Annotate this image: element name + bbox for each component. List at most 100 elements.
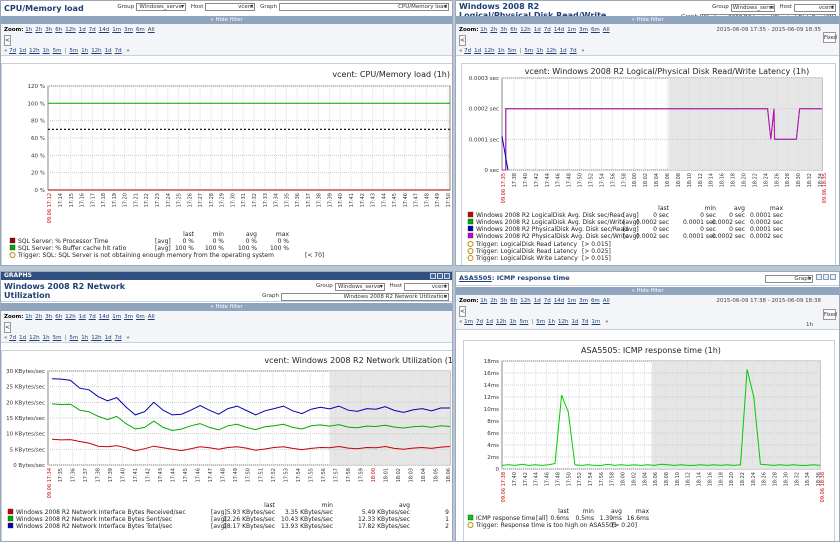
host-select[interactable]: vcent [404, 282, 449, 291]
nav-link[interactable]: 7d [114, 335, 122, 341]
group-select[interactable]: Windows_server [334, 282, 385, 291]
nav-prev-icon[interactable]: « [4, 335, 10, 341]
nav-link[interactable]: 7d [9, 335, 17, 341]
zoom-link[interactable]: 6h [55, 314, 63, 320]
nav-prev-icon[interactable]: « [4, 48, 10, 54]
nav-link[interactable]: 1d [474, 48, 482, 54]
nav-link[interactable]: 12h [91, 48, 102, 54]
zoom-link[interactable]: All [602, 27, 610, 33]
nav-link[interactable]: 1d [19, 335, 27, 341]
zoom-link[interactable]: 6h [510, 298, 518, 304]
nav-link[interactable]: 5m [52, 335, 62, 341]
hide-filter-button[interactable]: « Hide filter [456, 16, 839, 24]
zoom-link[interactable]: 3m [124, 314, 133, 320]
zoom-link[interactable]: 1m [567, 298, 577, 304]
scroll-left-button[interactable]: < [4, 322, 11, 333]
hide-filter-button[interactable]: « Hide filter [456, 287, 839, 295]
zoom-link[interactable]: 1d [533, 298, 541, 304]
fixed-toggle[interactable]: Fixed [823, 309, 837, 320]
zoom-link[interactable]: 2h [35, 27, 43, 33]
zoom-link[interactable]: All [602, 298, 610, 304]
nav-link[interactable]: 1d [559, 48, 567, 54]
zoom-link[interactable]: 6m [590, 298, 600, 304]
hide-filter-button[interactable]: « Hide filter [1, 303, 452, 311]
graph-select[interactable]: Graph [765, 274, 814, 283]
refresh-icon[interactable] [430, 273, 436, 279]
nav-link[interactable]: 1h [81, 335, 89, 341]
nav-link[interactable]: 12h [484, 48, 495, 54]
nav-link[interactable]: 5m [69, 48, 79, 54]
zoom-link[interactable]: 6m [135, 314, 145, 320]
zoom-link[interactable]: 2h [490, 27, 498, 33]
zoom-link[interactable]: All [147, 314, 155, 320]
nav-link[interactable]: 1d [19, 48, 27, 54]
close-icon[interactable] [444, 273, 450, 279]
nav-link[interactable]: 7d [569, 48, 577, 54]
zoom-link[interactable]: 2h [35, 314, 43, 320]
nav-link[interactable]: 7d [464, 48, 472, 54]
zoom-link[interactable]: All [147, 27, 155, 33]
zoom-link[interactable]: 1d [78, 314, 86, 320]
zoom-link[interactable]: 12h [520, 27, 531, 33]
zoom-link[interactable]: 1h [480, 298, 488, 304]
close-icon[interactable] [830, 274, 836, 280]
zoom-link[interactable]: 1d [78, 27, 86, 33]
zoom-link[interactable]: 14d [553, 298, 565, 304]
zoom-link[interactable]: 1d [533, 27, 541, 33]
zoom-link[interactable]: 7d [543, 27, 551, 33]
nav-link[interactable]: 5m [536, 319, 546, 325]
nav-link[interactable]: 1h [42, 48, 50, 54]
nav-link[interactable]: 1m [464, 319, 473, 325]
nav-link[interactable]: 12h [91, 335, 102, 341]
zoom-link[interactable]: 14d [553, 27, 565, 33]
zoom-link[interactable]: 14d [98, 27, 110, 33]
zoom-link[interactable]: 1h [25, 314, 33, 320]
fixed-toggle[interactable]: Fixed [823, 32, 837, 43]
zoom-link[interactable]: 14d [98, 314, 110, 320]
zoom-link[interactable]: 3h [500, 27, 508, 33]
hide-filter-button[interactable]: « Hide filter [1, 16, 452, 24]
zoom-link[interactable]: 3m [579, 298, 588, 304]
resize-icon[interactable] [437, 273, 443, 279]
refresh-icon[interactable] [816, 274, 822, 280]
zoom-link[interactable]: 7d [88, 314, 96, 320]
zoom-link[interactable]: 1m [112, 27, 122, 33]
nav-link[interactable]: 1h [81, 48, 89, 54]
host-select[interactable]: vcent [794, 3, 836, 12]
nav-next-icon[interactable]: » [124, 48, 130, 54]
nav-link[interactable]: 12h [558, 319, 569, 325]
zoom-link[interactable]: 12h [65, 314, 76, 320]
nav-link[interactable]: 1h [42, 335, 50, 341]
zoom-link[interactable]: 3m [124, 27, 133, 33]
nav-link[interactable]: 1d [104, 335, 112, 341]
nav-link[interactable]: 1h [536, 48, 544, 54]
nav-prev-icon[interactable]: « [459, 319, 465, 325]
nav-link[interactable]: 1m [591, 319, 601, 325]
nav-next-icon[interactable]: » [579, 48, 585, 54]
zoom-link[interactable]: 1m [567, 27, 577, 33]
scroll-left-button[interactable]: < [459, 306, 466, 317]
graph-select[interactable]: CPU/Memory load [279, 3, 449, 11]
zoom-link[interactable]: 6m [135, 27, 145, 33]
nav-link[interactable]: 1h [497, 48, 505, 54]
zoom-link[interactable]: 12h [520, 298, 531, 304]
nav-next-icon[interactable]: » [124, 335, 130, 341]
zoom-link[interactable]: 3h [45, 27, 53, 33]
zoom-link[interactable]: 1h [25, 27, 33, 33]
nav-link[interactable]: 5m [69, 335, 79, 341]
host-select[interactable]: vcent [205, 3, 256, 11]
nav-link[interactable]: 1d [571, 319, 579, 325]
zoom-link[interactable]: 2h [490, 298, 498, 304]
nav-link[interactable]: 1h [509, 319, 517, 325]
nav-link[interactable]: 7d [9, 48, 17, 54]
nav-link[interactable]: 5m [524, 48, 534, 54]
zoom-link[interactable]: 7d [88, 27, 96, 33]
zoom-link[interactable]: 3m [579, 27, 588, 33]
nav-prev-icon[interactable]: « [459, 48, 465, 54]
host-link[interactable]: ASA5505 [459, 274, 492, 282]
nav-link[interactable]: 1d [485, 319, 493, 325]
zoom-link[interactable]: 6h [55, 27, 63, 33]
zoom-link[interactable]: 12h [65, 27, 76, 33]
nav-link[interactable]: 12h [546, 48, 557, 54]
zoom-link[interactable]: 7d [543, 298, 551, 304]
